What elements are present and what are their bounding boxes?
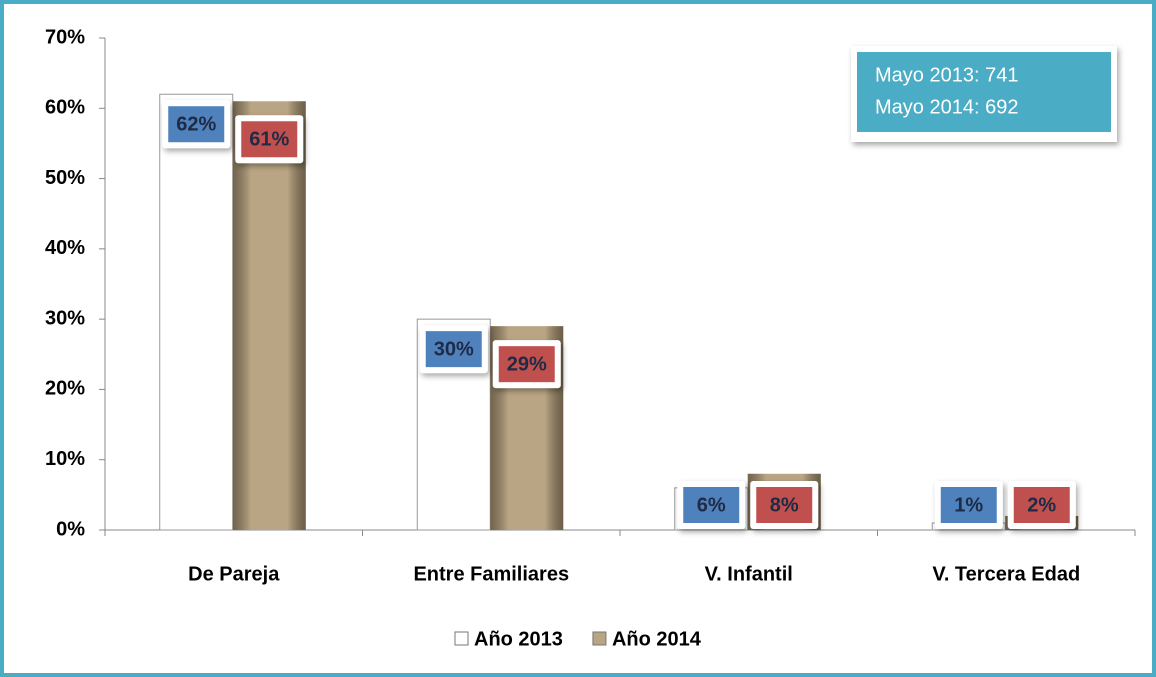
y-tick-label: 70% [45, 26, 85, 48]
y-tick-label: 10% [45, 448, 85, 470]
y-tick-label: 50% [45, 167, 85, 189]
y-tick-label: 40% [45, 237, 85, 259]
x-tick-label: De Pareja [188, 563, 280, 585]
annotation: Mayo 2013: 741 [875, 64, 1018, 86]
y-tick-label: 0% [56, 518, 85, 540]
legend-swatch [454, 631, 469, 646]
value-label: 30% [434, 338, 474, 360]
value-label: 1% [954, 494, 983, 516]
annotation-box [857, 52, 1111, 132]
value-label: 29% [507, 353, 547, 375]
label-box [940, 487, 997, 523]
x-tick-label: V. Infantil [705, 563, 793, 585]
label-box [756, 487, 813, 523]
value-label: 62% [176, 114, 216, 136]
label-box [498, 346, 555, 383]
bar-shade [232, 101, 306, 530]
y-tick-label: 30% [45, 307, 85, 329]
bar [159, 93, 234, 531]
legend-label: Año 2014 [612, 628, 702, 650]
legend-swatch [592, 631, 607, 646]
value-label: 6% [697, 494, 726, 516]
value-label: 61% [249, 129, 289, 151]
y-tick-label: 20% [45, 378, 85, 400]
y-tick-label: 60% [45, 97, 85, 119]
label-box [425, 331, 482, 368]
x-tick-label: Entre Familiares [413, 563, 569, 585]
value-label: 2% [1027, 494, 1056, 516]
label-box [683, 487, 740, 523]
x-tick-label: V. Tercera Edad [932, 563, 1080, 585]
label-box [241, 121, 298, 158]
label-box [168, 106, 225, 143]
label-box [1013, 487, 1070, 523]
legend-label: Año 2013 [474, 628, 563, 650]
value-label: 8% [770, 494, 799, 516]
annotation: Mayo 2014: 692 [875, 96, 1018, 118]
